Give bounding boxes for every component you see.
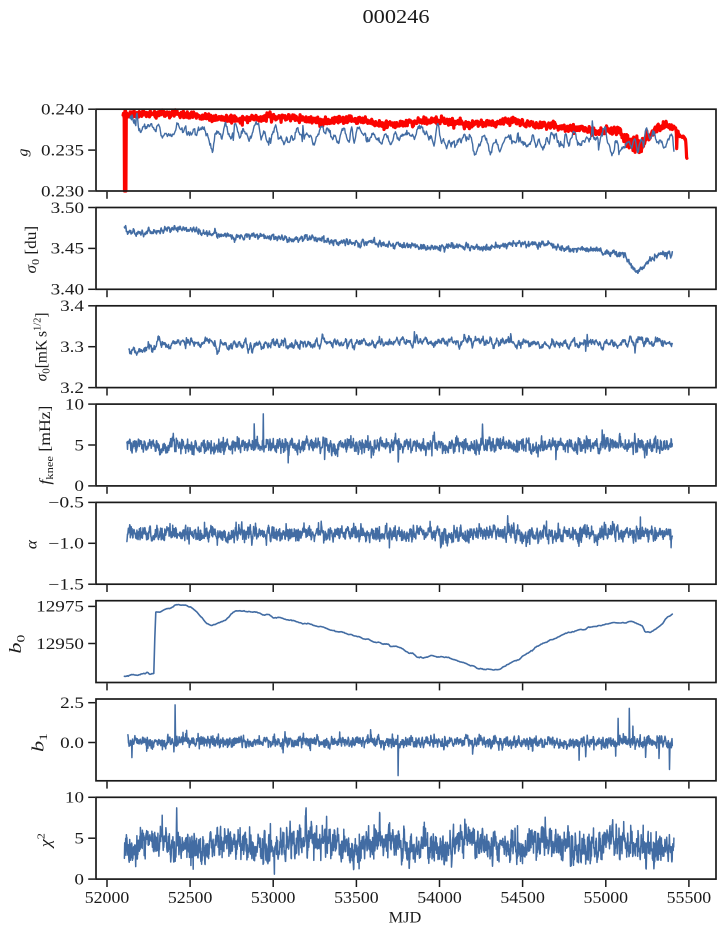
svg-text:3.4: 3.4	[60, 298, 84, 315]
svg-text:b1: b1	[29, 733, 51, 752]
svg-text:53000: 53000	[251, 888, 296, 907]
svg-text:σ0 [du]: σ0 [du]	[23, 226, 42, 274]
svg-text:−1.5: −1.5	[48, 577, 84, 594]
svg-text:3.2: 3.2	[60, 380, 84, 397]
svg-text:−0.5: −0.5	[48, 495, 84, 512]
svg-text:α: α	[24, 539, 41, 549]
svg-text:0: 0	[74, 478, 84, 495]
svg-text:10: 10	[65, 790, 84, 807]
svg-text:5: 5	[74, 437, 84, 454]
svg-text:0: 0	[74, 871, 84, 888]
svg-text:3.50: 3.50	[51, 200, 85, 217]
svg-text:12975: 12975	[36, 599, 84, 616]
svg-text:3.45: 3.45	[51, 241, 85, 258]
svg-text:55000: 55000	[584, 888, 629, 907]
svg-text:0.235: 0.235	[41, 142, 84, 159]
svg-text:χ2: χ2	[37, 833, 55, 849]
svg-text:b0: b0	[6, 635, 28, 654]
svg-text:σ0[mK s1/2]: σ0[mK s1/2]	[33, 312, 53, 381]
svg-text:52500: 52500	[168, 888, 213, 907]
svg-text:12950: 12950	[36, 636, 84, 653]
svg-text:5: 5	[74, 831, 84, 848]
svg-text:fknee [mHz]: fknee [mHz]	[37, 406, 56, 485]
svg-text:52000: 52000	[85, 888, 130, 907]
svg-text:3.3: 3.3	[60, 339, 84, 356]
svg-text:MJD: MJD	[389, 910, 422, 927]
svg-text:0.230: 0.230	[41, 183, 84, 200]
svg-text:10: 10	[65, 396, 84, 413]
svg-text:54500: 54500	[500, 888, 545, 907]
svg-text:0.240: 0.240	[41, 102, 84, 119]
svg-text:3.40: 3.40	[51, 282, 85, 299]
svg-text:g: g	[16, 149, 32, 157]
svg-text:−1.0: −1.0	[48, 536, 84, 553]
svg-text:2.5: 2.5	[60, 695, 84, 712]
svg-text:53500: 53500	[334, 888, 379, 907]
svg-text:55500: 55500	[667, 888, 712, 907]
svg-text:0.0: 0.0	[60, 735, 84, 752]
svg-text:54000: 54000	[417, 888, 462, 907]
svg-text:000246: 000246	[363, 6, 430, 28]
